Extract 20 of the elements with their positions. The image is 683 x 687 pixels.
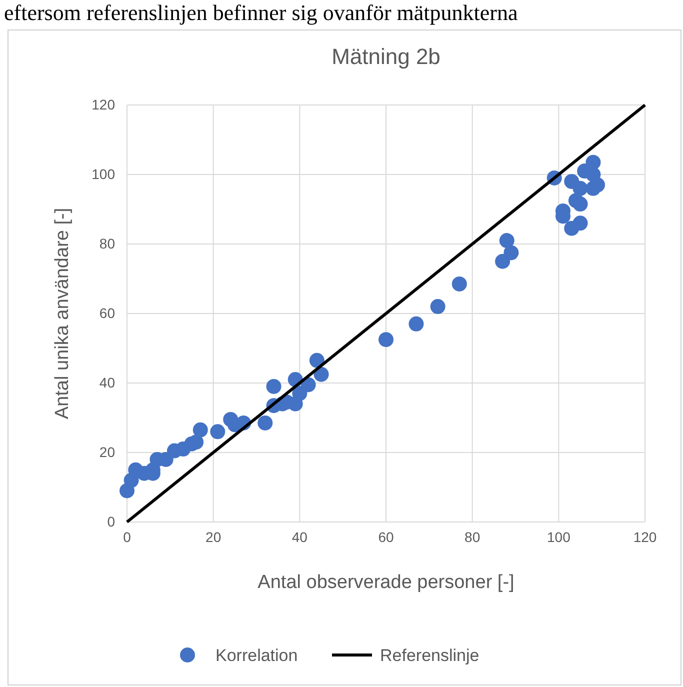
x-tick-label: 120	[633, 528, 657, 545]
y-tick-label: 60	[99, 304, 116, 321]
y-tick-label: 20	[99, 444, 116, 460]
x-axis-title: Antal observerade personer [-]	[258, 572, 514, 593]
x-tick-label: 80	[464, 528, 480, 545]
y-axis-title: Antal unika användare [-]	[52, 208, 73, 420]
x-tick-label: 0	[123, 528, 132, 545]
legend-label: Referenslinje	[380, 646, 480, 665]
x-tick-label: 20	[206, 528, 222, 545]
y-tick-label: 120	[92, 96, 116, 112]
y-tick-label: 100	[92, 166, 116, 182]
x-tick-label: 40	[292, 528, 308, 545]
text: eftersom referenslinjen befinner sig ovanför mätpunkterna	[4, 0, 518, 25]
chart-title: Mätning 2b	[332, 44, 440, 69]
legend-label: Korrelation	[216, 646, 298, 665]
x-tick-label: 100	[546, 528, 571, 545]
y-tick-label: 80	[99, 235, 116, 252]
y-tick-label: 40	[99, 374, 116, 390]
x-tick-label: 60	[378, 528, 394, 545]
y-tick-label: 0	[107, 513, 116, 530]
